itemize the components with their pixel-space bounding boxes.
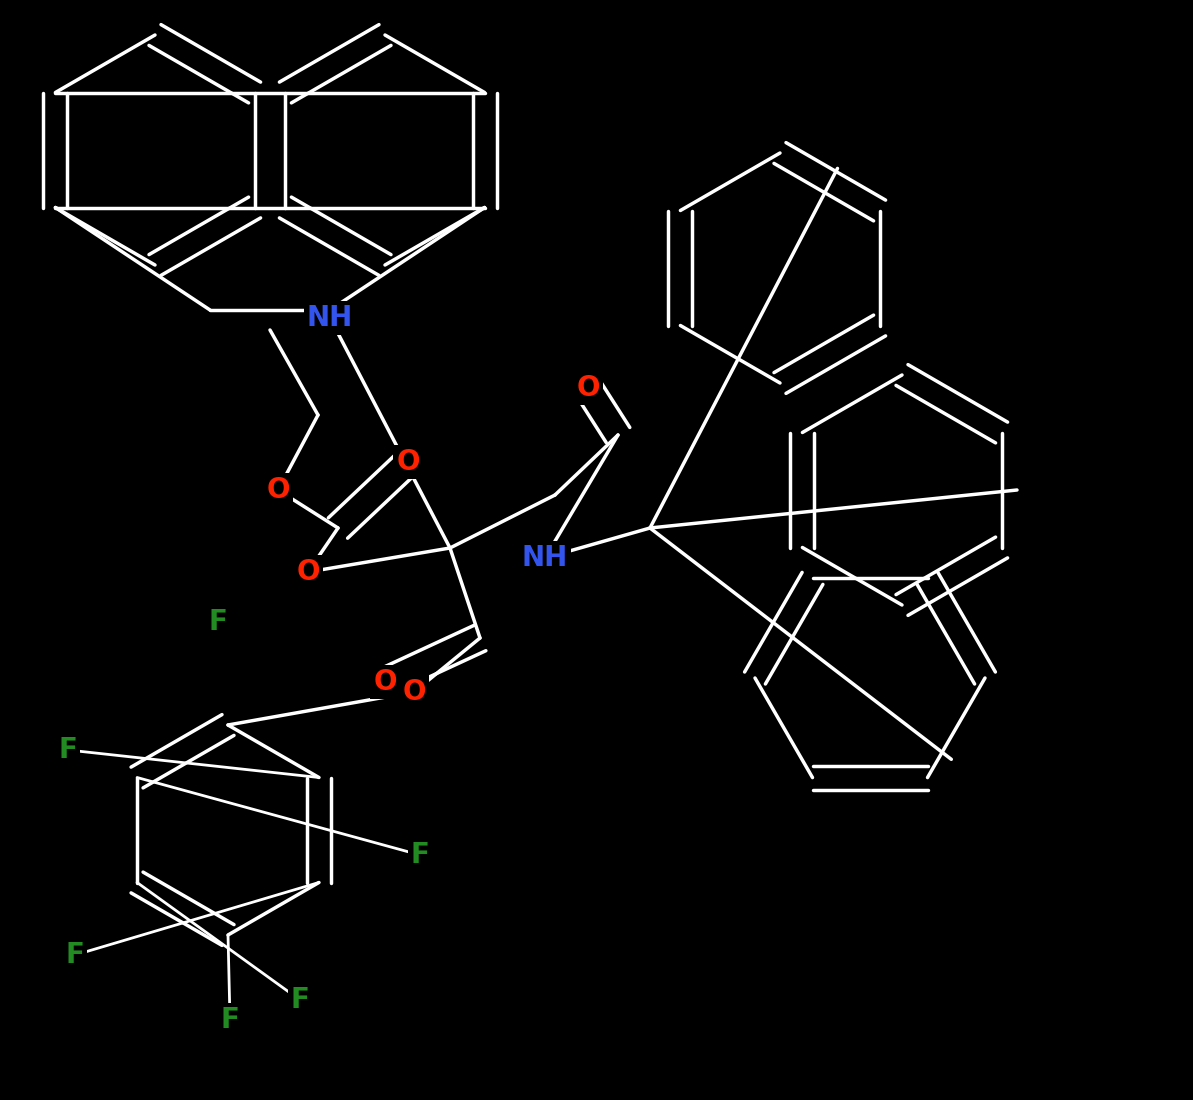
Text: O: O bbox=[373, 668, 397, 696]
Text: F: F bbox=[58, 736, 78, 764]
Text: NH: NH bbox=[521, 544, 568, 572]
Text: O: O bbox=[373, 668, 397, 696]
Text: O: O bbox=[296, 558, 320, 586]
Text: NH: NH bbox=[307, 304, 353, 332]
Text: F: F bbox=[410, 842, 429, 869]
Text: F: F bbox=[209, 608, 228, 636]
Text: O: O bbox=[266, 476, 290, 504]
Text: F: F bbox=[66, 940, 85, 969]
Text: F: F bbox=[291, 986, 309, 1014]
Text: O: O bbox=[402, 678, 426, 706]
Text: O: O bbox=[396, 448, 420, 476]
Text: O: O bbox=[576, 374, 600, 401]
Text: F: F bbox=[221, 1006, 240, 1034]
